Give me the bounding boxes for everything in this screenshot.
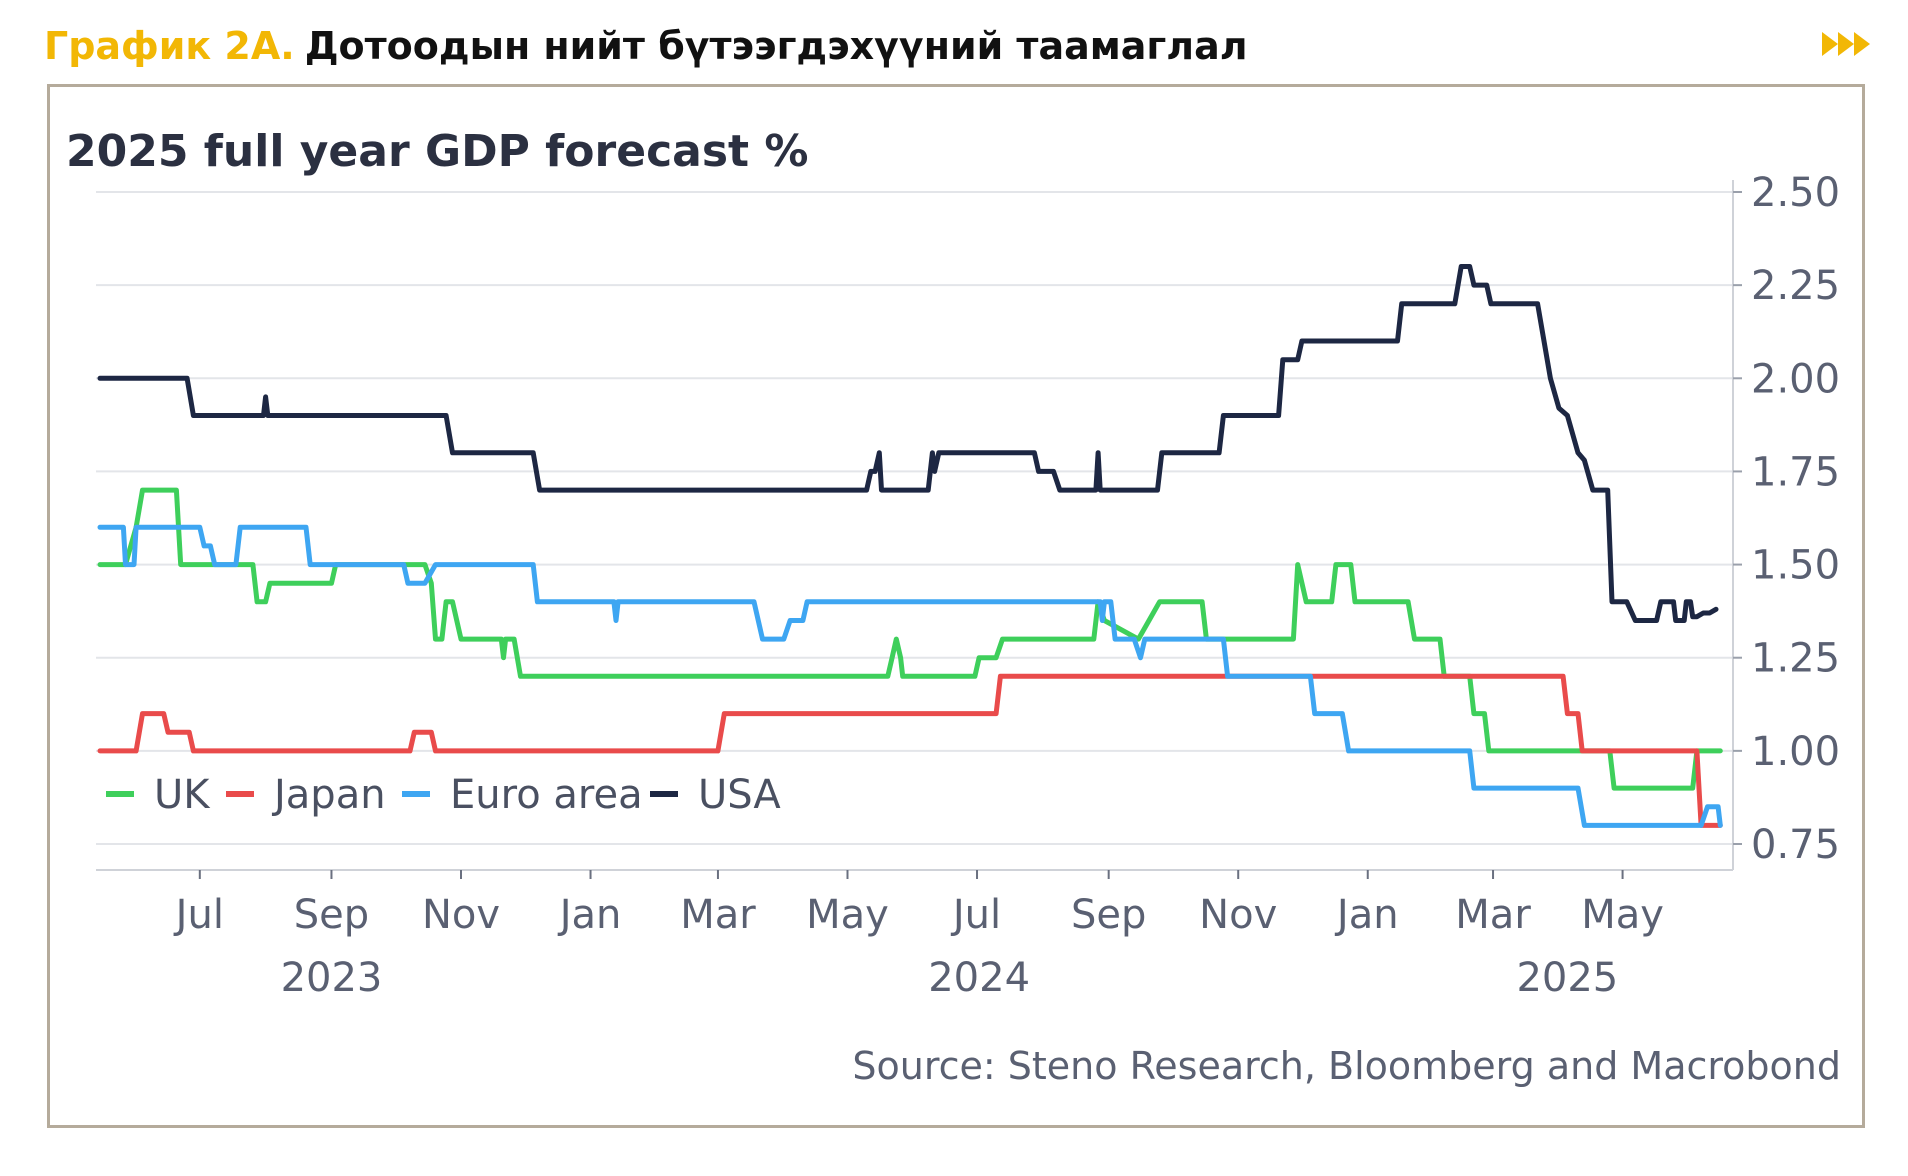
series-line-japan [97, 673, 1723, 828]
y-tick-labels: 2.50 2.25 2.00 1.75 1.50 1.25 1.00 0.75 [1733, 170, 1840, 868]
x-tick-label: Jan [1334, 892, 1399, 938]
double-chevron-right-icon[interactable] [1822, 26, 1872, 62]
x-tick-label: Sep [1071, 892, 1146, 938]
x-tick-label: May [806, 892, 889, 938]
legend: UK Japan Euro area USA [106, 772, 781, 818]
figure-title: Дотоодын нийт бүтээгдэхүүний таамаглал [304, 24, 1248, 68]
figure-header: График 2А. Дотоодын нийт бүтээгдэхүүний … [44, 18, 1248, 74]
year-label: 2024 [928, 955, 1030, 1001]
x-tick-label: Jul [950, 892, 1001, 938]
y-tick-label: 1.75 [1751, 449, 1840, 495]
x-tick-label: Jan [557, 892, 622, 938]
x-tick-label: Sep [294, 892, 369, 938]
source-note: Source: Steno Research, Bloomberg and Ma… [852, 1044, 1841, 1088]
legend-label: Euro area [450, 772, 643, 818]
x-tick-label: Mar [680, 892, 756, 938]
y-tick-label: 1.50 [1751, 543, 1840, 589]
x-tick-label: Nov [422, 892, 500, 938]
y-tick-label: 1.00 [1751, 729, 1840, 775]
chart-frame: 2025 full year GDP forecast % 2.50 2.25 2.… [47, 84, 1865, 1128]
series-line-euro-area [97, 524, 1723, 828]
legend-label: Japan [271, 772, 386, 818]
axes [96, 180, 1734, 871]
y-tick-label: 0.75 [1751, 822, 1840, 868]
gdp-forecast-chart: 2025 full year GDP forecast % 2.502.252.… [66, 126, 1841, 1088]
x-tick-label: Mar [1455, 892, 1531, 938]
x-tick-labels: Jul Sep Nov Jan Mar May Jul Sep Nov Jan Mar May 2023… [173, 870, 1664, 1001]
y-tick-label: 2.25 [1751, 263, 1840, 309]
series-lines [97, 264, 1723, 828]
legend-label: UK [154, 772, 211, 818]
x-tick-label: Nov [1199, 892, 1277, 938]
chart-title: 2025 full year GDP forecast % [66, 126, 808, 177]
year-label: 2023 [281, 955, 383, 1001]
y-tick-label: 2.00 [1751, 356, 1840, 402]
x-tick-label: May [1581, 892, 1664, 938]
legend-label: USA [698, 772, 781, 818]
series-line-usa [97, 264, 1719, 623]
y-tick-label: 1.25 [1751, 636, 1840, 682]
y-tick-label: 2.50 [1751, 170, 1840, 216]
figure-number: График 2А. [44, 24, 295, 68]
series-line-uk [97, 487, 1723, 791]
x-tick-label: Jul [173, 892, 224, 938]
year-label: 2025 [1516, 955, 1618, 1001]
